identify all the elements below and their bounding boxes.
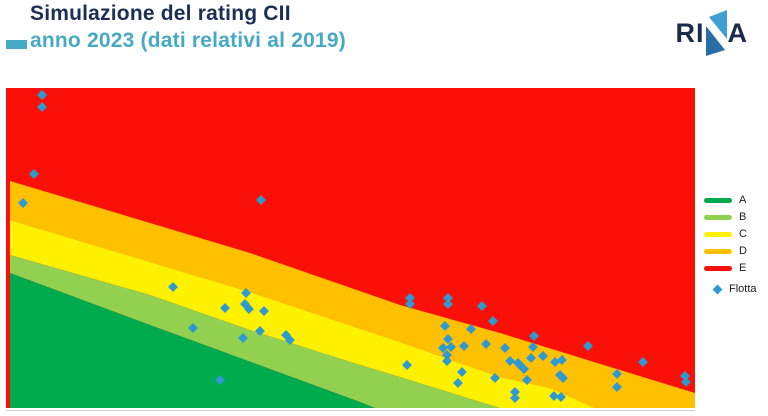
chart-bottom-rule bbox=[6, 410, 695, 411]
flotta-data-point bbox=[583, 341, 593, 351]
legend-line-swatch bbox=[704, 265, 732, 271]
flotta-data-point bbox=[638, 357, 648, 367]
legend-label: A bbox=[739, 193, 747, 206]
flotta-data-point bbox=[505, 356, 515, 366]
cii-rating-chart bbox=[6, 88, 695, 408]
legend-item-d: D bbox=[704, 244, 757, 257]
flotta-data-point bbox=[558, 373, 568, 383]
logo-letters-left: RI bbox=[675, 17, 705, 48]
flotta-data-point bbox=[510, 393, 520, 403]
rina-logo: RI A bbox=[676, 8, 749, 58]
flotta-data-point bbox=[612, 382, 622, 392]
flotta-data-point bbox=[453, 378, 463, 388]
legend-line-swatch bbox=[704, 197, 732, 203]
flotta-data-point bbox=[528, 342, 538, 352]
logo-n-triangles-icon bbox=[705, 10, 727, 56]
legend-item-a: A bbox=[704, 193, 757, 206]
flotta-data-point bbox=[556, 392, 566, 402]
flotta-data-point bbox=[215, 375, 225, 385]
flotta-data-point bbox=[557, 355, 567, 365]
logo-letter-right: A bbox=[727, 17, 748, 48]
flotta-data-point bbox=[500, 343, 510, 353]
flotta-data-point bbox=[168, 282, 178, 292]
band-B-area bbox=[10, 255, 500, 408]
legend-diamond-icon bbox=[712, 284, 723, 294]
page-subtitle: anno 2023 (dati relativi al 2019) bbox=[30, 29, 346, 52]
flotta-data-point bbox=[680, 371, 690, 381]
legend-label: E bbox=[739, 261, 747, 274]
band-D-area bbox=[10, 181, 695, 408]
flotta-data-point bbox=[256, 195, 266, 205]
page-title: Simulazione del rating CII bbox=[30, 2, 291, 25]
legend-item-c: C bbox=[704, 227, 757, 240]
legend-line-swatch bbox=[704, 214, 732, 220]
flotta-data-point bbox=[681, 377, 691, 387]
flotta-data-point bbox=[519, 364, 529, 374]
flotta-data-point bbox=[522, 375, 532, 385]
legend-line-swatch bbox=[704, 248, 732, 254]
flotta-data-point bbox=[526, 353, 536, 363]
flotta-data-point bbox=[510, 387, 520, 397]
flotta-data-point bbox=[612, 369, 622, 379]
flotta-data-point bbox=[238, 333, 248, 343]
flotta-data-point bbox=[244, 304, 254, 314]
flotta-data-point bbox=[457, 367, 467, 377]
legend-label: Flotta bbox=[729, 282, 757, 295]
flotta-data-point bbox=[29, 169, 39, 179]
flotta-data-point bbox=[549, 391, 559, 401]
legend-line-swatch bbox=[704, 231, 732, 237]
flotta-data-point bbox=[241, 288, 251, 298]
flotta-data-point bbox=[18, 198, 28, 208]
flotta-data-point bbox=[490, 373, 500, 383]
flotta-data-point bbox=[538, 351, 548, 361]
flotta-data-point bbox=[402, 360, 412, 370]
legend-item-e: E bbox=[704, 261, 757, 274]
flotta-data-point bbox=[529, 331, 539, 341]
flotta-data-point bbox=[442, 356, 452, 366]
cii-rating-chart-plot bbox=[6, 88, 695, 408]
legend-label: C bbox=[739, 227, 747, 240]
legend-label: D bbox=[739, 244, 747, 257]
subtitle-bullet-bar bbox=[6, 40, 27, 49]
legend-item-b: B bbox=[704, 210, 757, 223]
flotta-data-point bbox=[550, 357, 560, 367]
flotta-data-point bbox=[438, 343, 448, 353]
flotta-data-point bbox=[220, 303, 230, 313]
flotta-data-point bbox=[188, 323, 198, 333]
legend-label: B bbox=[739, 210, 747, 223]
legend-item-flotta: Flotta bbox=[704, 282, 757, 295]
band-A-area bbox=[10, 273, 375, 408]
chart-legend: A B C D E Flotta bbox=[704, 193, 757, 295]
flotta-data-point bbox=[442, 350, 452, 360]
